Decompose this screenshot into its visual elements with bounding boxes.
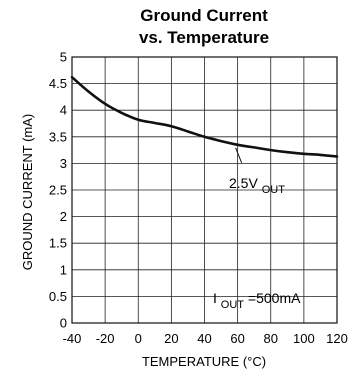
condition-label: I OUT =500mA [213,290,301,311]
chart-title-line-1: Ground Current [140,6,268,25]
series-label: 2.5V OUT [229,147,285,196]
plot-frame [71,56,338,324]
x-tick-label: 80 [264,331,278,346]
x-tick-label: 0 [135,331,142,346]
condition-label-rest: =500mA [248,290,301,306]
y-tick-label: 1 [60,262,67,277]
series-label-sub: OUT [262,184,286,196]
x-axis-label: TEMPERATURE (°C) [142,354,266,369]
x-tick-label: 20 [164,331,178,346]
y-tick-label: 2 [60,209,67,224]
y-tick-label: 5 [60,50,67,65]
series-label-text: 2.5V OUT [229,175,285,196]
tick-labels: -40 -20 0 20 40 60 80 100 120 0 0.5 1 1.5 2 2.5 3 3.5 4 4.… [49,50,348,347]
grid-lines [71,56,338,324]
y-tick-label: 0 [60,316,67,331]
x-tick-label: -20 [96,331,115,346]
series-line [70,75,339,158]
y-tick-label: 2.5 [49,183,67,198]
series-layer [70,75,339,158]
x-tick-label: 120 [326,331,348,346]
chart-title-line-2: vs. Temperature [139,28,269,47]
condition-label-main: I [213,290,217,306]
y-tick-label: 0.5 [49,289,67,304]
condition-label-sub: OUT [221,299,245,311]
x-tick-label: 100 [293,331,315,346]
x-tick-label: -40 [63,331,82,346]
y-axis-label: GROUND CURRENT (mA) [20,114,35,270]
y-tick-label: 4 [60,103,67,118]
x-tick-label: 60 [230,331,244,346]
y-tick-label: 4.5 [49,76,67,91]
y-tick-label: 1.5 [49,236,67,251]
y-tick-label: 3.5 [49,129,67,144]
x-tick-label: 40 [197,331,211,346]
y-tick-label: 3 [60,156,67,171]
series-label-leader [235,147,243,163]
series-label-main: 2.5V [229,175,258,191]
